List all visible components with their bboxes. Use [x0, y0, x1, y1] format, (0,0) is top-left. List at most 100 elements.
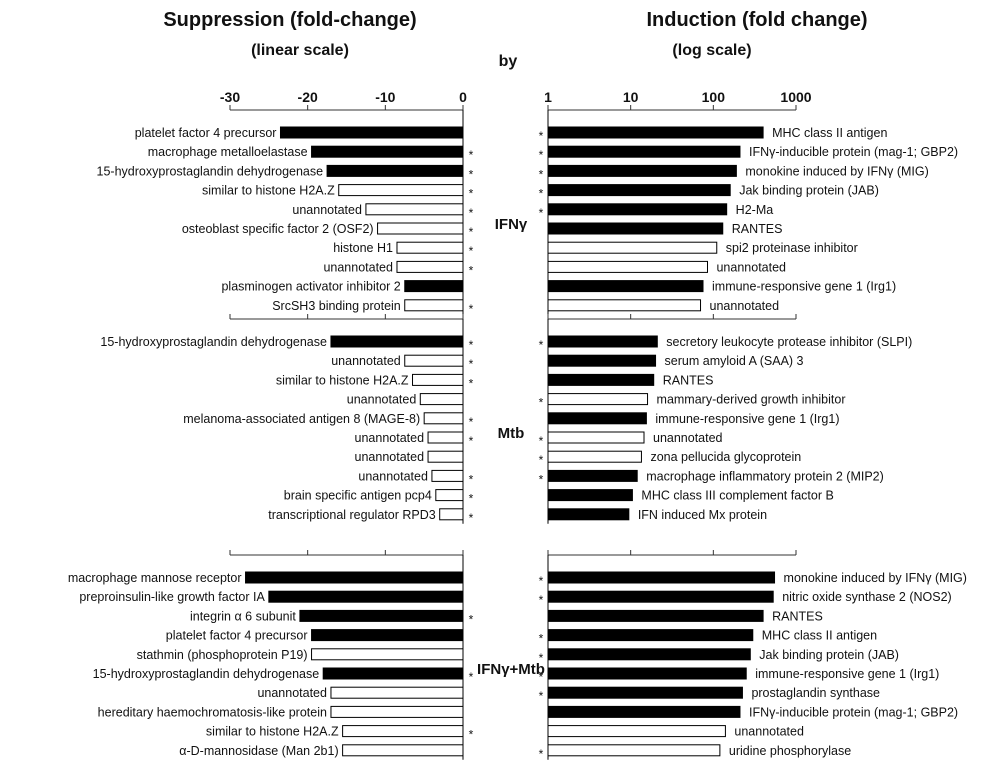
- suppression-bar: [299, 609, 464, 622]
- induction-tick-label: 10: [623, 89, 639, 105]
- induction-gene-label: Jak binding protein (JAB): [739, 184, 879, 198]
- suppression-bar: [404, 280, 464, 293]
- suppression-bar: [311, 629, 464, 642]
- suppression-gene-label: plasminogen activator inhibitor 2: [221, 280, 400, 294]
- induction-bar: [547, 299, 702, 312]
- significance-star: *: [539, 338, 544, 352]
- induction-gene-label: nitric oxide synthase 2 (NOS2): [782, 590, 952, 604]
- significance-star: *: [539, 747, 544, 761]
- by-label: by: [499, 53, 518, 70]
- significance-star: *: [469, 225, 474, 239]
- induction-bar: [547, 335, 658, 348]
- significance-star: *: [469, 434, 474, 448]
- suppression-bar: [427, 450, 464, 463]
- induction-gene-label: unannotated: [734, 725, 804, 739]
- suppression-bar: [330, 686, 464, 699]
- suppression-bar: [412, 373, 464, 386]
- induction-bar: [547, 260, 708, 273]
- significance-star: *: [539, 187, 544, 201]
- significance-star: *: [539, 689, 544, 703]
- induction-bar: [547, 373, 655, 386]
- induction-gene-label: monokine induced by IFNγ (MIG): [745, 164, 928, 178]
- induction-gene-label: prostaglandin synthase: [751, 686, 880, 700]
- significance-star: *: [469, 492, 474, 506]
- induction-bar: [547, 393, 649, 406]
- induction-gene-label: IFNγ-inducible protein (mag-1; GBP2): [749, 705, 958, 719]
- induction-gene-label: macrophage inflammatory protein 2 (MIP2): [646, 469, 884, 483]
- induction-bar: [547, 469, 638, 482]
- suppression-gene-label: platelet factor 4 precursor: [166, 629, 308, 643]
- suppression-bar: [365, 203, 464, 216]
- condition-label: IFNγ+Mtb: [477, 661, 545, 678]
- suppression-gene-label: α-D-mannosidase (Man 2b1): [179, 744, 338, 758]
- suppression-bar: [279, 126, 464, 139]
- suppression-gene-label: unannotated: [323, 260, 393, 274]
- suppression-gene-label: unannotated: [331, 354, 401, 368]
- significance-star: *: [539, 167, 544, 181]
- suppression-gene-label: similar to histone H2A.Z: [206, 725, 339, 739]
- significance-star: *: [469, 415, 474, 429]
- suppression-gene-label: similar to histone H2A.Z: [276, 373, 409, 387]
- induction-gene-label: serum amyloid A (SAA) 3: [665, 354, 804, 368]
- significance-star: *: [539, 129, 544, 143]
- suppression-bar: [330, 705, 464, 718]
- suppression-bar: [342, 744, 464, 757]
- suppression-bar: [245, 571, 464, 584]
- significance-star: *: [469, 511, 474, 525]
- induction-bar: [547, 412, 647, 425]
- suppression-bar: [338, 184, 464, 197]
- induction-tick-label: 100: [702, 89, 726, 105]
- significance-star: *: [539, 453, 544, 467]
- induction-bar: [547, 450, 642, 463]
- suppression-bar: [326, 164, 464, 177]
- induction-bar: [547, 164, 737, 177]
- induction-bar: [547, 508, 630, 521]
- suppression-bar: [431, 469, 464, 482]
- induction-bar: [547, 648, 751, 661]
- suppression-bar: [330, 335, 464, 348]
- significance-star: *: [539, 632, 544, 646]
- suppression-bar: [439, 508, 464, 521]
- suppression-tick-label: -10: [375, 89, 395, 105]
- induction-gene-label: IFN induced Mx protein: [638, 508, 767, 522]
- induction-gene-label: unannotated: [716, 260, 786, 274]
- induction-bar: [547, 744, 721, 757]
- suppression-gene-label: unannotated: [347, 393, 417, 407]
- suppression-tick-label: -30: [220, 89, 240, 105]
- suppression-gene-label: unannotated: [358, 469, 428, 483]
- suppression-gene-label: preproinsulin-like growth factor IA: [79, 590, 265, 604]
- suppression-gene-label: 15-hydroxyprostaglandin dehydrogenase: [100, 335, 327, 349]
- induction-gene-label: Jak binding protein (JAB): [759, 648, 899, 662]
- significance-star: *: [539, 651, 544, 665]
- induction-gene-label: MHC class II antigen: [772, 126, 887, 140]
- induction-bar: [547, 609, 764, 622]
- significance-star: *: [539, 670, 544, 684]
- suppression-gene-label: 15-hydroxyprostaglandin dehydrogenase: [93, 667, 320, 681]
- induction-gene-label: unannotated: [710, 299, 780, 313]
- induction-gene-label: RANTES: [732, 222, 783, 236]
- suppression-gene-label: platelet factor 4 precursor: [135, 126, 277, 140]
- suppression-gene-label: similar to histone H2A.Z: [202, 184, 335, 198]
- significance-star: *: [469, 167, 474, 181]
- significance-star: *: [469, 728, 474, 742]
- condition-label: IFNγ: [495, 216, 528, 233]
- induction-gene-label: MHC class III complement factor B: [641, 489, 833, 503]
- significance-star: *: [469, 357, 474, 371]
- suppression-bar: [342, 725, 464, 738]
- significance-star: *: [539, 574, 544, 588]
- induction-gene-label: mammary-derived growth inhibitor: [657, 393, 846, 407]
- suppression-tick-label: -20: [298, 89, 318, 105]
- induction-scale-note: (log scale): [672, 42, 751, 59]
- induction-bar: [547, 280, 704, 293]
- significance-star: *: [469, 338, 474, 352]
- induction-tick-label: 1000: [780, 89, 811, 105]
- significance-star: *: [469, 376, 474, 390]
- panel-3: IFNγ+Mtb macrophage mannose receptor prepr…: [68, 550, 967, 761]
- induction-bar: [547, 571, 776, 584]
- panel-2: Mtb 15-hydroxyprostaglandin dehydrogenase…: [100, 314, 912, 525]
- induction-gene-label: IFNγ-inducible protein (mag-1; GBP2): [749, 145, 958, 159]
- induction-bar: [547, 126, 764, 139]
- significance-star: *: [469, 472, 474, 486]
- suppression-gene-label: SrcSH3 binding protein: [272, 299, 401, 313]
- suppression-bar: [435, 489, 464, 502]
